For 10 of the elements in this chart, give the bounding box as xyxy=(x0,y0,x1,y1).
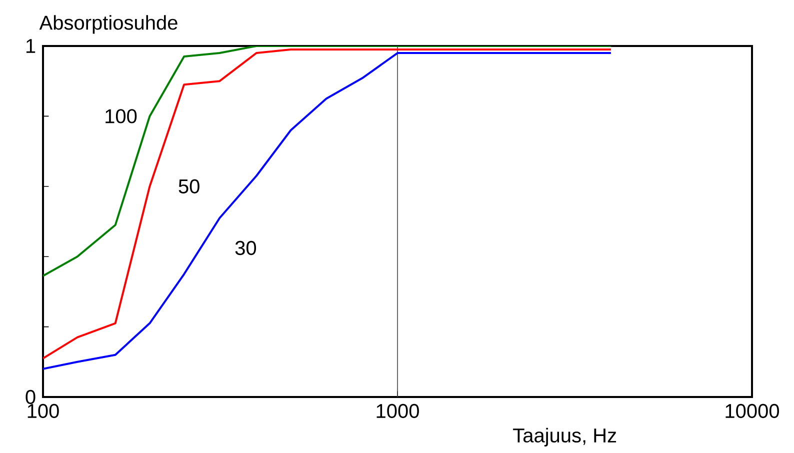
y-tick-label: 1 xyxy=(26,39,36,53)
x-axis-title: Taajuus, Hz xyxy=(513,428,616,446)
y-axis-title: Absorptiosuhde xyxy=(39,15,178,34)
series-label: 50 xyxy=(178,179,200,194)
x-tick-label: 100 xyxy=(28,404,59,418)
series-label: 100 xyxy=(106,109,137,124)
x-tick-label: 1000 xyxy=(376,404,419,418)
series-label: 30 xyxy=(235,240,256,256)
x-tick-label: 10000 xyxy=(726,404,780,418)
y-tick-label: 0 xyxy=(26,390,36,404)
